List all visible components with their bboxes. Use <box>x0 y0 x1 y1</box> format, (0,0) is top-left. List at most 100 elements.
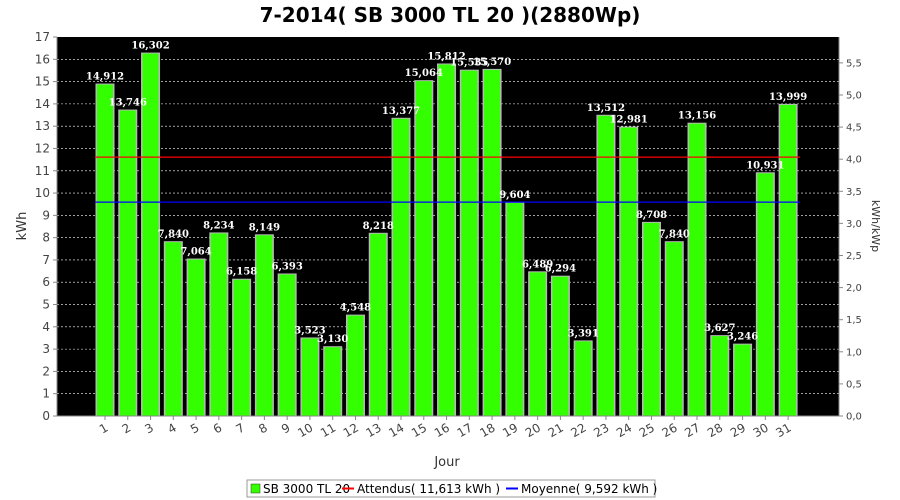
bar <box>142 53 159 417</box>
bar <box>620 127 637 416</box>
x-tick-label: 20 <box>523 420 543 440</box>
legend-item-label: Attendus( 11,613 kWh ) <box>357 482 500 496</box>
data-label: 6,294 <box>545 264 576 275</box>
bar <box>415 81 432 417</box>
y-tick-label: 13 <box>35 119 50 133</box>
y-tick-label: 4 <box>42 320 50 334</box>
legend: SB 3000 TL 20 Attendus( 11,613 kWh ) Moyen… <box>246 479 657 498</box>
bar <box>484 69 501 416</box>
data-label: 15,064 <box>405 68 443 79</box>
data-label: 9,604 <box>499 190 530 201</box>
bar <box>438 64 455 416</box>
x-tick-label: 28 <box>705 420 725 440</box>
x-axis: 1 2 3 4 5 6 7 8 9 10 11 12 13 14 15 16 17 18 19 20 21 22 23 24 2… <box>57 415 839 440</box>
y-right-tick-label: 4,5 <box>846 123 862 134</box>
y-tick-label: 6 <box>42 275 50 289</box>
bar <box>575 341 592 416</box>
data-label: 8,218 <box>363 221 394 232</box>
data-label: 12,981 <box>610 115 648 126</box>
x-tick-label: 1 <box>97 420 111 436</box>
data-label: 6,158 <box>226 267 257 278</box>
bar <box>119 110 136 417</box>
bar <box>233 279 250 416</box>
legend-item-label: SB 3000 TL 20 <box>263 482 350 496</box>
x-tick-label: 12 <box>341 420 361 440</box>
x-tick-label: 30 <box>751 420 771 440</box>
y-tick-label: 17 <box>35 30 50 44</box>
x-tick-label: 6 <box>211 420 225 436</box>
data-label: 13,512 <box>587 103 625 114</box>
bar <box>370 233 387 416</box>
x-tick-label: 22 <box>568 420 588 440</box>
x-tick-label: 16 <box>432 420 452 440</box>
y-right-tick-label: 3,5 <box>846 187 862 198</box>
x-tick-label: 5 <box>188 420 202 436</box>
chart-title: 7-2014( SB 3000 TL 20 )(2880Wp) <box>260 3 641 27</box>
x-tick-label: 13 <box>364 420 384 440</box>
x-tick-label: 17 <box>455 420 475 440</box>
y-tick-label: 5 <box>42 298 50 312</box>
x-tick-label: 31 <box>773 420 793 440</box>
bar <box>734 344 751 416</box>
data-label: 8,234 <box>203 220 234 231</box>
y-tick-label: 2 <box>42 364 50 378</box>
bar <box>97 84 113 417</box>
data-label: 6,393 <box>271 261 302 272</box>
y-tick-label: 15 <box>35 75 50 89</box>
bar <box>643 222 660 416</box>
y-tick-label: 1 <box>42 387 50 401</box>
x-tick-label: 9 <box>279 420 293 436</box>
data-label: 3,246 <box>727 332 758 343</box>
bar <box>301 338 318 416</box>
y-tick-label: 11 <box>35 164 50 178</box>
bar <box>256 235 273 416</box>
y-axis-right: 0,0 0,5 1,0 1,5 2,0 2,5 3,0 3,5 4,0 4,5 5,0 5,5 <box>838 37 862 423</box>
bar <box>393 118 410 416</box>
y-tick-label: 8 <box>42 231 50 245</box>
reference-lines <box>95 156 800 203</box>
bar <box>347 315 364 416</box>
bar <box>165 242 182 416</box>
y-right-tick-label: 1,0 <box>846 347 862 358</box>
y-tick-label: 3 <box>42 342 50 356</box>
x-tick-label: 10 <box>295 420 315 440</box>
y-tick-label: 10 <box>35 186 50 200</box>
x-tick-label: 27 <box>682 420 702 440</box>
data-label: 7,840 <box>659 229 690 240</box>
data-label: 3,391 <box>568 328 599 339</box>
bar <box>757 173 774 416</box>
x-tick-label: 4 <box>165 420 179 436</box>
data-label: 13,999 <box>769 92 807 103</box>
x-tick-label: 19 <box>500 420 520 440</box>
data-label: 15,535 <box>450 58 488 69</box>
data-label: 3,523 <box>294 325 325 336</box>
data-label: 15,570 <box>473 57 511 68</box>
bar <box>597 115 614 417</box>
x-axis-label: Jour <box>433 455 460 470</box>
bar <box>552 276 569 416</box>
y-tick-label: 0 <box>42 409 50 423</box>
bar <box>780 104 797 416</box>
x-tick-label: 7 <box>234 420 248 436</box>
data-label: 6,489 <box>522 259 553 270</box>
data-label: 3,130 <box>317 334 348 345</box>
data-label: 13,156 <box>678 111 716 122</box>
data-label: 8,708 <box>636 210 667 221</box>
x-tick-label: 14 <box>386 420 406 440</box>
bar <box>506 202 523 416</box>
bar <box>210 233 227 416</box>
y-right-tick-label: 5,5 <box>846 58 862 69</box>
bar <box>188 259 205 416</box>
x-tick-label: 8 <box>256 420 270 436</box>
data-label: 4,548 <box>340 303 371 314</box>
bar <box>689 123 706 417</box>
y-tick-label: 9 <box>42 208 50 222</box>
data-label: 3,627 <box>704 323 735 334</box>
legend-box <box>246 479 656 498</box>
data-label: 14,912 <box>86 72 124 83</box>
data-label: 13,377 <box>382 106 420 117</box>
bar <box>666 242 683 416</box>
y-right-tick-label: 1,5 <box>846 315 862 326</box>
